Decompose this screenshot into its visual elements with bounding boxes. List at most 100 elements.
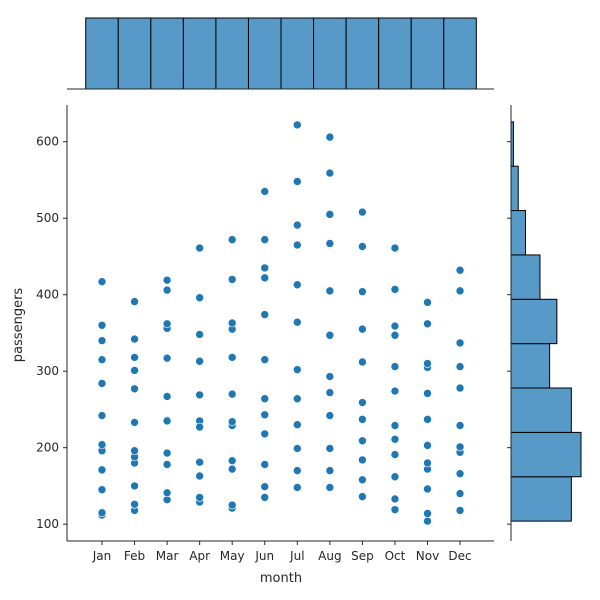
scatter-point bbox=[390, 285, 400, 294]
scatter-point bbox=[97, 508, 107, 517]
scatter-point bbox=[97, 411, 107, 420]
scatter-point bbox=[358, 475, 367, 485]
x-tick-label: Sep bbox=[351, 549, 374, 563]
scatter-point bbox=[130, 418, 139, 427]
scatter-point bbox=[390, 472, 400, 482]
scatter-point bbox=[358, 324, 367, 334]
scatter-point bbox=[358, 207, 367, 217]
scatter-point bbox=[162, 416, 172, 426]
scatter-point bbox=[390, 450, 400, 459]
scatter-point bbox=[227, 275, 237, 284]
scatter-point bbox=[130, 481, 139, 491]
scatter-point bbox=[423, 458, 432, 468]
scatter-point bbox=[130, 297, 139, 306]
scatter-point bbox=[325, 239, 335, 248]
scatter-point bbox=[260, 493, 270, 502]
scatter-point bbox=[162, 392, 172, 401]
marginal-y-bar bbox=[510, 165, 519, 212]
scatter-point bbox=[292, 394, 302, 404]
scatter-point bbox=[97, 485, 107, 495]
scatter-point bbox=[195, 422, 204, 432]
scatter-point bbox=[195, 457, 204, 467]
x-tick-label: Oct bbox=[385, 549, 406, 563]
scatter-point bbox=[358, 287, 367, 296]
scatter-point bbox=[227, 500, 237, 510]
scatter-point bbox=[455, 338, 465, 348]
scatter-point bbox=[358, 398, 367, 407]
y-tick-label: 400 bbox=[36, 288, 59, 302]
marginal-x-bar bbox=[117, 17, 152, 90]
scatter-point bbox=[195, 330, 204, 339]
scatter-point bbox=[227, 353, 237, 362]
marginal-x-bar bbox=[280, 17, 315, 90]
scatter-point bbox=[325, 330, 335, 340]
scatter-point bbox=[260, 429, 270, 439]
marginal-y-bar bbox=[510, 431, 582, 478]
scatter-point bbox=[195, 293, 204, 303]
scatter-point bbox=[195, 356, 204, 366]
marginal-x-bar bbox=[150, 17, 184, 90]
scatter-point bbox=[162, 460, 172, 469]
scatter-point bbox=[260, 187, 270, 196]
scatter-point bbox=[390, 362, 400, 371]
scatter-point bbox=[358, 357, 367, 367]
scatter-point bbox=[162, 275, 172, 285]
scatter-point bbox=[423, 415, 432, 424]
scatter-point bbox=[423, 359, 432, 368]
x-tick-label: Feb bbox=[124, 549, 145, 563]
scatter-point bbox=[292, 280, 302, 290]
scatter-point bbox=[455, 383, 465, 393]
scatter-point bbox=[130, 384, 139, 394]
scatter-point bbox=[455, 489, 465, 498]
scatter-point bbox=[162, 353, 172, 363]
marginal-x-bar bbox=[182, 17, 217, 90]
scatter-point bbox=[325, 372, 335, 381]
scatter-point bbox=[455, 362, 465, 371]
x-tick-label: Apr bbox=[189, 549, 210, 563]
scatter-point bbox=[162, 448, 172, 458]
scatter-point bbox=[325, 444, 335, 453]
y-tick-label: 100 bbox=[36, 517, 59, 531]
scatter-point bbox=[162, 285, 172, 295]
scatter-point bbox=[292, 220, 302, 230]
scatter-point bbox=[97, 336, 107, 345]
scatter-points bbox=[97, 120, 465, 526]
scatter-point bbox=[292, 365, 302, 374]
scatter-point bbox=[325, 210, 335, 219]
scatter-point bbox=[325, 286, 335, 296]
scatter-point bbox=[130, 366, 139, 375]
scatter-point bbox=[260, 263, 270, 273]
scatter-point bbox=[292, 120, 302, 130]
scatter-point bbox=[227, 417, 237, 426]
scatter-point bbox=[455, 421, 465, 430]
scatter-point bbox=[97, 440, 107, 449]
scatter-point bbox=[455, 442, 465, 452]
scatter-point bbox=[195, 493, 204, 502]
marginal-y-bar bbox=[510, 343, 551, 389]
scatter-point bbox=[423, 441, 432, 450]
scatter-point bbox=[292, 177, 302, 186]
x-tick-label: Dec bbox=[448, 549, 471, 563]
y-tick-label: 500 bbox=[36, 211, 59, 225]
scatter-point bbox=[390, 505, 400, 514]
scatter-point bbox=[325, 388, 335, 397]
scatter-point bbox=[227, 464, 237, 474]
x-tick-label: Mar bbox=[156, 549, 179, 563]
marginal-x-bar bbox=[345, 17, 380, 90]
scatter-point bbox=[390, 494, 400, 504]
marginal-x-bar bbox=[313, 17, 347, 90]
scatter-point bbox=[292, 420, 302, 430]
scatter-point bbox=[358, 455, 367, 465]
scatter-point bbox=[455, 469, 465, 478]
scatter-point bbox=[325, 466, 335, 475]
scatter-point bbox=[130, 446, 139, 456]
x-tick-label: Aug bbox=[318, 549, 341, 563]
y-tick-label: 300 bbox=[36, 364, 59, 378]
scatter-point bbox=[423, 484, 432, 494]
scatter-point bbox=[227, 235, 237, 244]
scatter-point bbox=[325, 411, 335, 420]
main-axes: 100 200 300 400 500 600 Jan Feb Mar Apr May Jun Jul A… bbox=[36, 105, 494, 563]
scatter-point bbox=[227, 456, 237, 465]
y-tick-label: 600 bbox=[36, 135, 59, 149]
